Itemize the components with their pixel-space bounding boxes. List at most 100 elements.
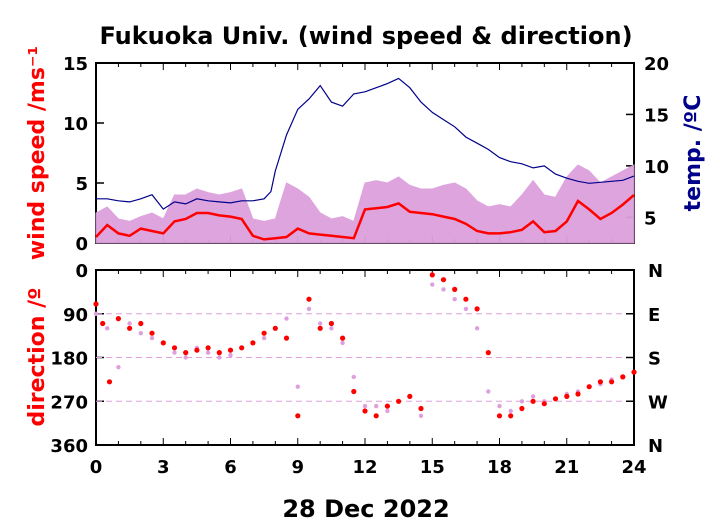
- direction-sample-point: [374, 403, 379, 409]
- x-tick-label: 21: [554, 457, 579, 478]
- direction-sample-point: [318, 321, 323, 326]
- direction-point: [609, 379, 615, 385]
- bottom-x-ticks: 0 3 6 9 12 15 18 21 24: [90, 270, 647, 478]
- top-y2-tick-label: 5: [644, 208, 657, 229]
- direction-sample-point: [474, 326, 480, 331]
- direction-sample-point: [116, 365, 121, 370]
- top-y-label: wind speed /ms⁻¹: [25, 46, 50, 260]
- direction-sample-point: [430, 282, 435, 287]
- direction-point: [138, 320, 144, 327]
- direction-point: [496, 413, 503, 419]
- x-tick-label: 12: [352, 457, 377, 478]
- bottom-y-tick-label: 360: [50, 436, 88, 457]
- direction-sample-point: [418, 413, 424, 418]
- direction-point: [115, 316, 121, 322]
- direction-point: [227, 347, 234, 353]
- top-y-tick-label: 0: [75, 234, 88, 255]
- direction-point: [317, 325, 323, 331]
- direction-sample-point: [441, 287, 446, 292]
- direction-point: [631, 369, 637, 375]
- x-tick-label: 9: [291, 457, 304, 478]
- compass-label: N: [648, 436, 663, 457]
- direction-point: [250, 340, 256, 346]
- chart-title: Fukuoka Univ. (wind speed & direction): [99, 22, 632, 50]
- direction-sample-point: [329, 326, 334, 331]
- bottom-y-tick-label: 180: [50, 349, 88, 370]
- top-panel: wind speed /ms⁻¹ temp. /ºC 0 5 10 15 5 10 15 2…: [25, 46, 706, 260]
- direction-point: [519, 405, 525, 412]
- direction-sample-point: [172, 350, 177, 355]
- compass-label: E: [648, 305, 660, 326]
- bottom-y2-ticks: N E S W N: [626, 261, 668, 457]
- direction-point: [575, 391, 581, 397]
- direction-point: [620, 374, 626, 380]
- direction-point: [373, 413, 379, 419]
- bottom-panel: direction /º 0 90 180 270 360 N E S W N 0 3 6 9 12 15…: [25, 261, 668, 478]
- direction-sample-point: [105, 326, 110, 331]
- direction-point: [93, 301, 99, 307]
- bottom-y-ticks: 0 90 180 270 360: [50, 261, 634, 457]
- temperature-line: [96, 77, 635, 210]
- direction-point: [183, 350, 189, 356]
- direction-point: [564, 393, 570, 399]
- direction-sample-point: [138, 331, 143, 336]
- top-y2-tick-label: 20: [644, 54, 669, 75]
- bottom-y-label: direction /º: [25, 287, 50, 426]
- direction-point: [205, 345, 211, 351]
- direction-point: [272, 325, 278, 331]
- direction-point: [283, 335, 290, 341]
- compass-label: W: [648, 392, 668, 413]
- top-y2-label: temp. /ºC: [681, 95, 706, 212]
- direction-sample-point: [497, 403, 502, 409]
- direction-sample-point: [362, 403, 368, 409]
- top-series: [95, 77, 635, 244]
- direction-sample-point: [486, 389, 491, 394]
- direction-sample-point: [183, 355, 188, 360]
- direction-sample-point: [519, 399, 525, 404]
- direction-sample-point: [452, 297, 457, 302]
- compass-label: N: [648, 261, 663, 282]
- direction-point: [340, 335, 346, 341]
- direction-point: [194, 347, 200, 353]
- top-y-tick-label: 5: [75, 174, 88, 195]
- direction-point: [216, 350, 222, 356]
- direction-point: [328, 320, 334, 327]
- direction-point: [261, 330, 267, 336]
- date-label: 28 Dec 2022: [282, 495, 449, 523]
- direction-point: [171, 345, 178, 351]
- direction-sample-point: [295, 384, 300, 389]
- top-y2-tick-label: 15: [644, 105, 669, 126]
- x-tick-label: 15: [420, 457, 445, 478]
- direction-point: [463, 296, 469, 302]
- direction-point: [597, 379, 604, 385]
- direction-sample-point: [340, 340, 345, 346]
- x-tick-label: 0: [90, 457, 103, 478]
- bottom-y-tick-label: 0: [75, 261, 88, 282]
- direction-point: [351, 388, 357, 395]
- direction-point: [160, 340, 166, 346]
- direction-point: [530, 398, 536, 404]
- direction-sample-point: [205, 350, 211, 355]
- direction-point: [362, 408, 368, 414]
- top-y2-ticks: 5 10 15 20: [626, 54, 669, 229]
- direction-point: [100, 320, 106, 327]
- direction-point: [127, 325, 133, 331]
- bottom-y-tick-label: 270: [50, 392, 88, 413]
- direction-sample-point: [261, 335, 267, 341]
- direction-point: [295, 413, 301, 419]
- direction-sample-point: [463, 306, 469, 312]
- direction-sample-point: [385, 408, 390, 414]
- direction-point: [396, 398, 402, 404]
- direction-point: [418, 405, 424, 412]
- direction-sample-point: [228, 352, 233, 358]
- bottom-y-tick-label: 90: [63, 305, 88, 326]
- direction-sample-point: [306, 306, 312, 312]
- direction-point: [485, 350, 491, 356]
- direction-point: [586, 384, 592, 390]
- x-tick-label: 24: [621, 457, 646, 478]
- compass-label: S: [648, 349, 661, 370]
- direction-point: [429, 272, 435, 278]
- direction-point: [306, 296, 312, 302]
